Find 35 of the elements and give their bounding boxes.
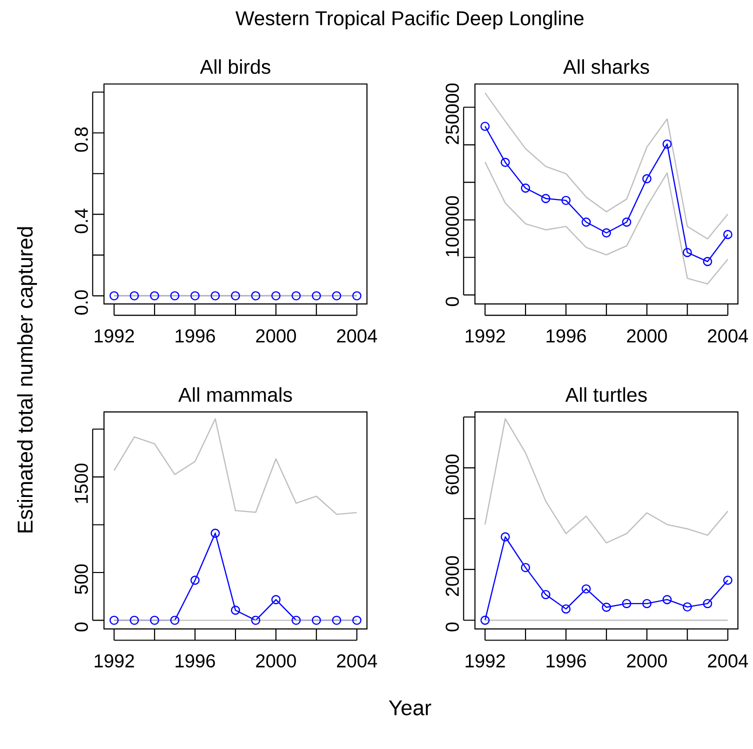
x-tick-label: 2000: [627, 329, 667, 343]
y-tick-label: 0: [446, 297, 459, 306]
chart-title: All turtles: [565, 387, 647, 402]
y-tick-label: 0.8: [74, 127, 88, 152]
x-tick-label: 2004: [708, 654, 748, 668]
y-tick-label: 1500: [74, 464, 88, 503]
y-tick-label: 0.0: [74, 290, 88, 315]
chart-title: All mammals: [178, 387, 292, 402]
y-tick-label: 250000: [446, 84, 459, 144]
x-tick-label: 2000: [256, 654, 296, 668]
y-tick-label: 2000: [446, 556, 459, 596]
y-tick-label: 6000: [446, 454, 459, 494]
y-tick-label: 100000: [446, 196, 459, 256]
x-tick-label: 1992: [466, 654, 505, 668]
y-tick-label: 0: [446, 622, 459, 632]
y-tick-label: 0.4: [74, 208, 88, 234]
x-tick-label: 1992: [94, 329, 134, 343]
x-tick-label: 1996: [546, 329, 586, 343]
x-tick-label: 2004: [337, 329, 378, 343]
y-tick-label: 0: [74, 622, 88, 632]
x-tick-label: 1996: [546, 654, 586, 668]
x-tick-label: 2004: [708, 329, 748, 343]
x-tick-label: 1992: [94, 654, 134, 668]
x-tick-label: 1996: [176, 654, 215, 668]
x-tick-label: 2000: [256, 329, 296, 343]
text: Year: [388, 700, 432, 716]
x-tick-label: 1996: [176, 329, 215, 343]
chart-title: All sharks: [563, 59, 649, 74]
x-tick-label: 2000: [627, 654, 667, 668]
y-tick-label: 500: [74, 564, 88, 594]
text: Estimated total number captured: [17, 227, 37, 532]
x-tick-label: 1992: [466, 329, 505, 343]
chart-title: All birds: [200, 59, 270, 74]
text: Western Tropical Pacific Deep Longline: [236, 10, 584, 30]
x-tick-label: 2004: [337, 654, 378, 668]
